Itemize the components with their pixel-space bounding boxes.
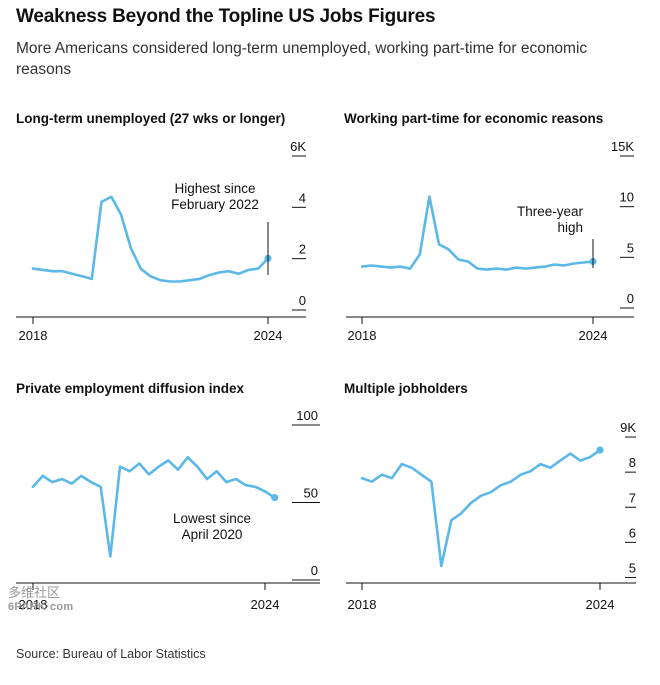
panel-title-diffusion-index: Private employment diffusion index <box>16 381 245 396</box>
y-tick-label-2-2: 10 <box>620 190 634 205</box>
annotation-text-3-0: Lowest since <box>173 511 251 526</box>
y-tick-label-1-2: 4 <box>299 190 306 205</box>
panel-title-long-term-unemployed: Long-term unemployed (27 wks or longer) <box>16 111 286 126</box>
watermark-line-1: 多维社区 <box>8 585 61 600</box>
series-line-4 <box>360 448 602 568</box>
series-line-3 <box>31 456 276 558</box>
annotation-text-1-0: Highest since <box>174 181 255 196</box>
x-tick-label-3-0: 2018 <box>19 597 48 612</box>
annotation-text-3-1: April 2020 <box>182 527 243 542</box>
y-tick-label-2-1: 5 <box>627 240 634 255</box>
chart-panel-4: 5 6 7 8 9K 2018 2024 <box>346 420 636 612</box>
annotation-text-2-0: Three-year <box>517 204 584 219</box>
y-tick-label-3-0: 0 <box>311 563 318 578</box>
y-tick-label-4-3: 8 <box>629 455 636 470</box>
chart-subtitle: More Americans considered long-term unem… <box>16 40 588 78</box>
y-tick-label-2-3: 15K <box>611 139 634 154</box>
watermark: 多维社区 6PARK·com <box>8 586 73 614</box>
y-tick-label-3-2: 100 <box>296 408 318 423</box>
y-tick-label-1-3: 6K <box>290 139 306 154</box>
y-tick-label-4-0: 5 <box>629 560 636 575</box>
series-line-1 <box>31 195 270 283</box>
y-tick-label-4-2: 7 <box>629 490 636 505</box>
y-tick-label-4-4: 9K <box>620 420 636 435</box>
watermark-line-2: 6PARK·com <box>8 601 74 613</box>
x-tick-label-1-0: 2018 <box>19 328 48 343</box>
x-tick-label-2-1: 2024 <box>579 328 608 343</box>
x-tick-label-3-1: 2024 <box>251 597 280 612</box>
annotation-text-2-1: high <box>557 220 583 235</box>
series-line-2 <box>360 195 595 271</box>
x-tick-label-1-1: 2024 <box>254 328 283 343</box>
y-tick-label-2-0: 0 <box>627 291 634 306</box>
x-tick-label-4-1: 2024 <box>586 597 615 612</box>
panel-title-multiple-jobholders: Multiple jobholders <box>344 381 468 396</box>
x-tick-label-4-0: 2018 <box>348 597 377 612</box>
y-tick-label-1-1: 2 <box>299 242 306 257</box>
panel-title-part-time: Working part-time for economic reasons <box>344 111 604 126</box>
series-end-point-4 <box>596 446 604 454</box>
y-tick-label-4-1: 6 <box>629 525 636 540</box>
y-tick-label-1-0: 0 <box>299 293 306 308</box>
x-tick-label-2-0: 2018 <box>348 328 377 343</box>
series-end-point-3 <box>271 494 279 502</box>
annotation-text-1-1: February 2022 <box>171 197 259 212</box>
chart-title: Weakness Beyond the Topline US Jobs Figu… <box>16 6 436 27</box>
source-note: Source: Bureau of Labor Statistics <box>16 647 206 661</box>
y-tick-label-3-1: 50 <box>304 486 318 501</box>
